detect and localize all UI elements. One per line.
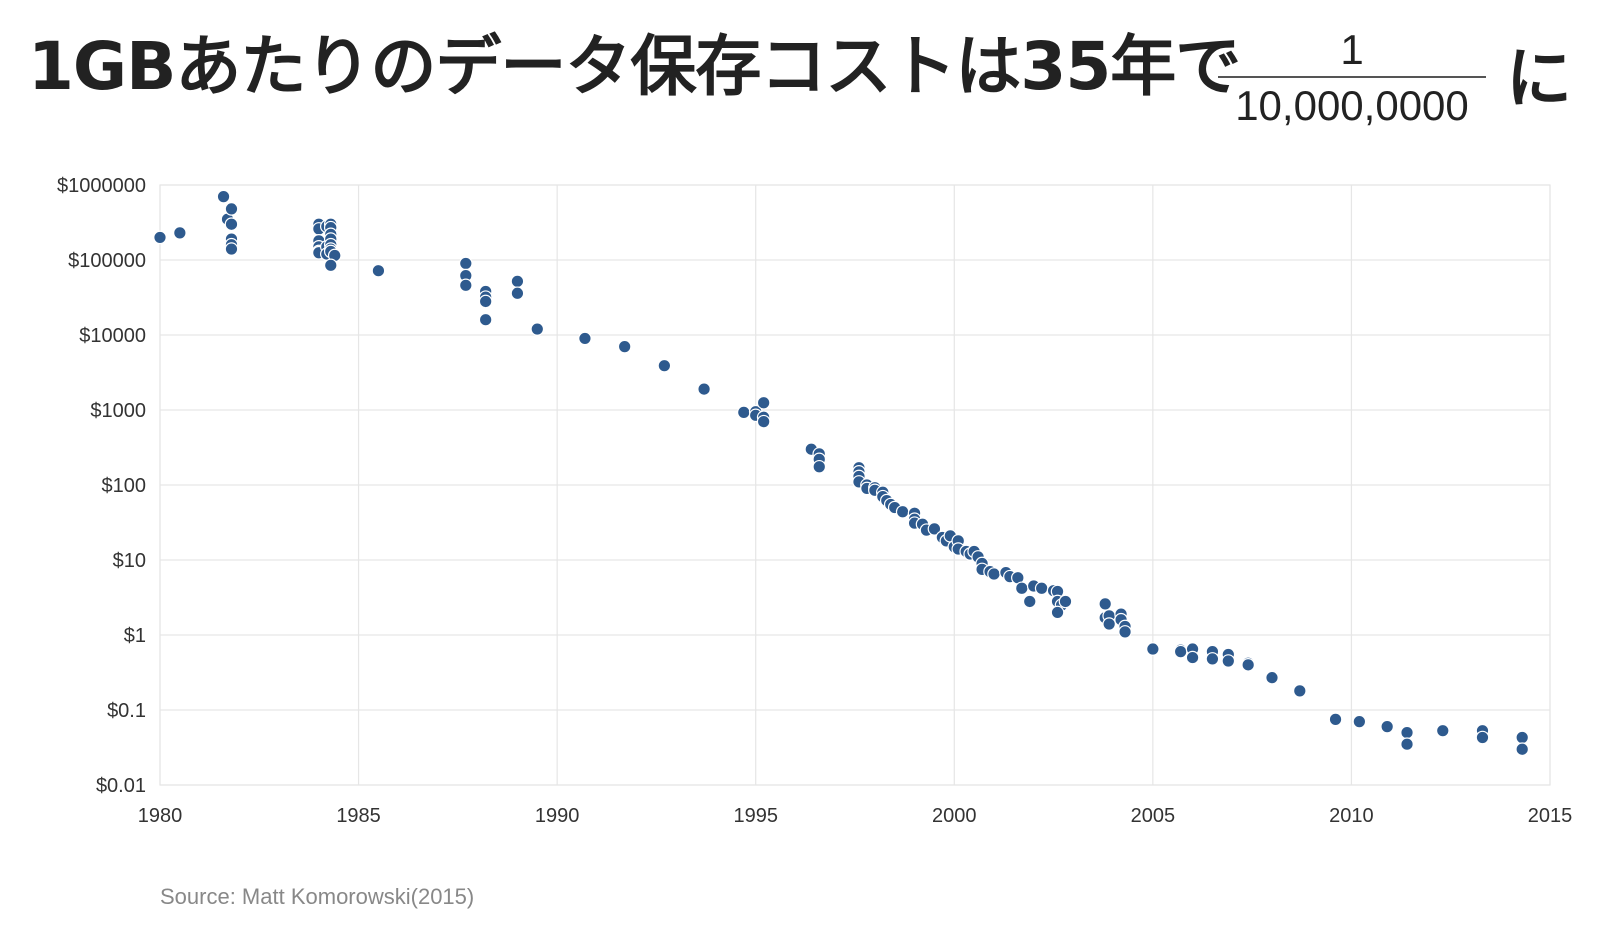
data-point xyxy=(530,322,545,336)
data-point xyxy=(510,274,525,289)
data-point xyxy=(1102,617,1116,631)
x-tick-label: 2015 xyxy=(1528,805,1573,827)
data-point xyxy=(1400,737,1414,751)
source-credit: Source: Matt Komorowski(2015) xyxy=(160,884,475,909)
data-point xyxy=(1098,597,1112,611)
data-point xyxy=(323,258,338,273)
data-point xyxy=(1221,654,1236,668)
title-suffix: に xyxy=(1506,40,1572,117)
data-point xyxy=(1328,712,1343,727)
data-point xyxy=(812,459,827,474)
title-fraction: 1 10,000,0000 xyxy=(1218,28,1486,128)
data-point xyxy=(224,242,239,256)
data-point xyxy=(1435,723,1450,738)
y-tick-label: $0.01 xyxy=(96,775,146,797)
data-point xyxy=(927,522,942,536)
data-point xyxy=(1352,714,1367,729)
x-tick-label: 1990 xyxy=(535,805,580,827)
data-point xyxy=(1515,730,1529,745)
y-tick-label: $10000 xyxy=(79,325,146,347)
data-point xyxy=(756,414,771,429)
data-point xyxy=(1185,650,1200,665)
data-point xyxy=(1058,594,1073,609)
data-point xyxy=(1205,652,1220,666)
x-tick-label: 2005 xyxy=(1131,805,1176,827)
y-tick-label: $100000 xyxy=(68,250,146,272)
data-point xyxy=(1293,684,1307,698)
fraction-denominator: 10,000,0000 xyxy=(1235,82,1469,129)
data-point xyxy=(697,382,711,396)
data-point xyxy=(736,405,751,420)
data-point xyxy=(1241,658,1255,672)
data-point xyxy=(1400,725,1414,740)
fraction-bar xyxy=(1218,76,1486,78)
y-tick-label: $10 xyxy=(113,550,146,572)
data-point xyxy=(756,395,771,410)
data-point xyxy=(216,189,231,204)
scatter-chart: $1000000 $100000 $10000 $1000 $100 $10 $1 $0.1 $… xyxy=(57,175,1573,827)
data-point xyxy=(224,202,239,216)
y-tick-label: $1000 xyxy=(90,400,146,422)
data-point xyxy=(1022,594,1037,609)
data-point xyxy=(657,358,672,373)
data-point xyxy=(458,256,473,271)
data-point xyxy=(1146,642,1160,656)
data-point xyxy=(1173,644,1188,659)
y-tick-label: $100 xyxy=(102,475,147,497)
y-tick-label: $1000000 xyxy=(57,175,146,197)
data-point xyxy=(617,339,632,354)
data-point xyxy=(1050,605,1065,620)
data-point xyxy=(1475,730,1490,745)
data-point xyxy=(1034,581,1049,596)
x-tick-label: 1995 xyxy=(733,805,778,827)
x-tick-label: 1985 xyxy=(336,805,381,827)
data-point xyxy=(895,504,910,519)
data-point xyxy=(1265,670,1279,685)
x-tick-label: 1980 xyxy=(138,805,183,827)
y-tick-label: $0.1 xyxy=(107,700,146,722)
data-point xyxy=(1014,581,1029,596)
data-point xyxy=(153,230,167,245)
x-tick-label: 2010 xyxy=(1329,805,1374,827)
data-point xyxy=(987,567,1001,581)
chart-title: 1GBあたりのデータ保存コストは35年で xyxy=(28,28,1241,105)
fraction-numerator: 1 xyxy=(1340,26,1364,73)
data-point xyxy=(578,331,592,346)
data-point xyxy=(478,294,493,309)
data-point xyxy=(510,286,525,301)
x-tick-label: 2000 xyxy=(932,805,977,827)
data-point xyxy=(371,263,386,278)
data-point xyxy=(224,217,239,232)
data-point xyxy=(1118,625,1132,639)
y-tick-label: $1 xyxy=(124,625,146,647)
data-point xyxy=(173,226,187,240)
data-point xyxy=(458,278,473,293)
data-point xyxy=(478,312,493,327)
data-point xyxy=(1515,742,1529,757)
data-point xyxy=(1380,719,1394,734)
